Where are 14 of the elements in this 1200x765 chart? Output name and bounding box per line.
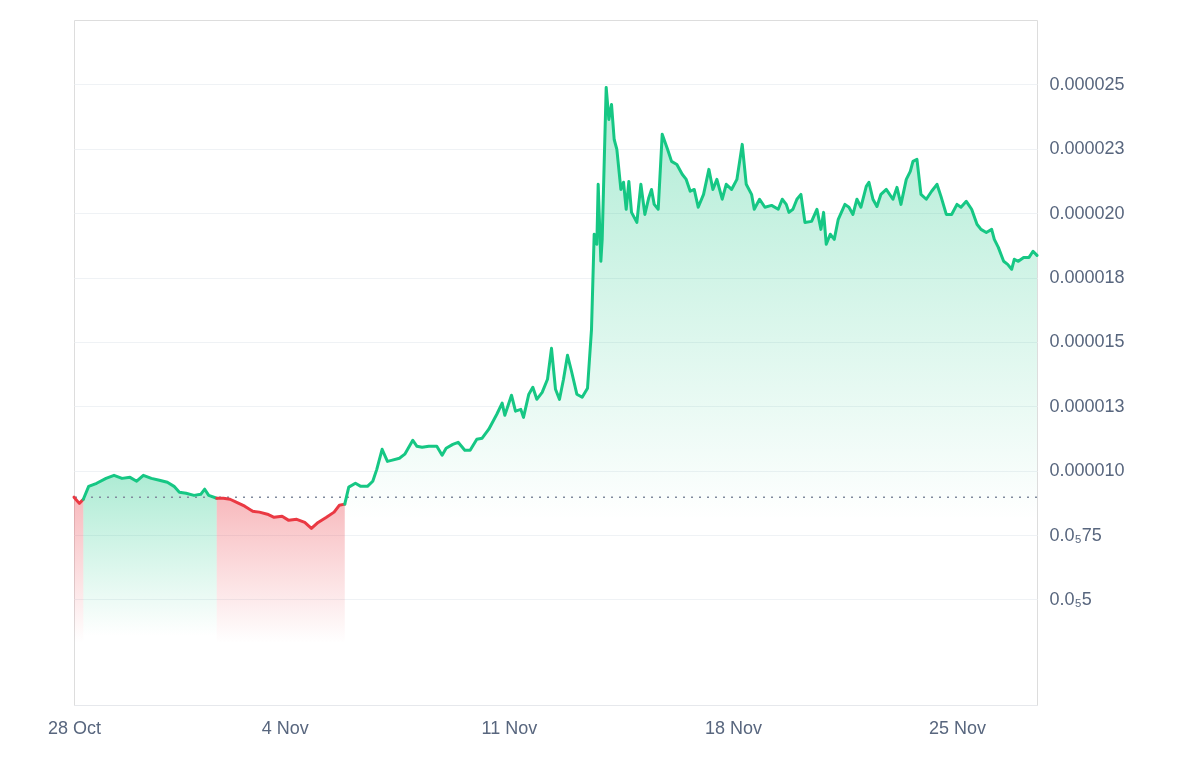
y-tick-label: 0.0₅5 (1049, 588, 1092, 609)
x-tick-label: 4 Nov (261, 717, 309, 738)
y-tick-label: 0.000020 (1049, 202, 1125, 223)
x-tick-label: 11 Nov (481, 717, 538, 738)
y-tick-label: 0.000015 (1049, 331, 1125, 352)
y-tick-label: 0.000025 (1049, 73, 1125, 94)
y-tick-label: 0.0₅75 (1049, 524, 1102, 545)
x-tick-label: 18 Nov (704, 717, 762, 738)
x-tick-label: 28 Oct (47, 717, 102, 738)
y-tick-label: 0.000023 (1049, 138, 1125, 159)
y-tick-label: 0.000018 (1049, 267, 1125, 288)
x-tick-label: 25 Nov (928, 717, 986, 738)
y-tick-label: 0.000010 (1049, 460, 1125, 481)
y-tick-label: 0.000013 (1049, 395, 1125, 416)
